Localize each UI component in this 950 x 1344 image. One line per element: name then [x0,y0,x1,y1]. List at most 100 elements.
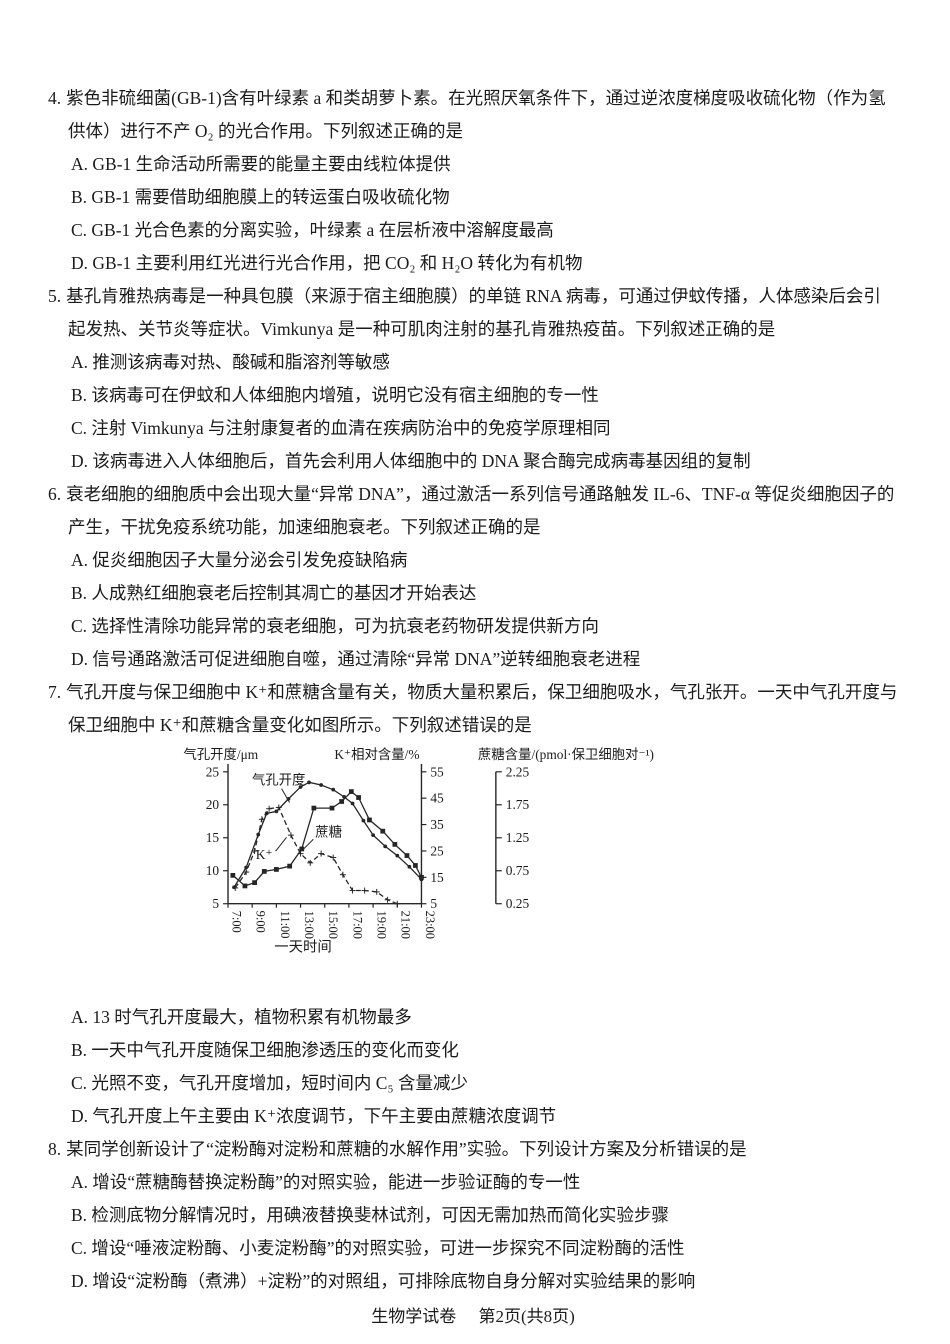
question-5: 5. 基孔肯雅热病毒是一种具包膜（来源于宿主细胞膜）的单链 RNA 病毒，可通过伊… [48,280,898,478]
x-tick-label: 21:00 [399,911,413,939]
axis-label-stomata: 气孔开度/μm [183,747,258,762]
right-tick-label: 5 [430,896,437,911]
axis-label-sucrose: 蔗糖含量/(pmol·保卫细胞对⁻¹) [478,747,654,762]
answer-option: B. 该病毒可在伊蚊和人体细胞内增殖，说明它没有宿主细胞的专一性 [71,385,599,405]
question-6: 6. 衰老细胞的细胞质中会出现大量“异常 DNA”，通过激活一系列信号通路触发 I… [48,478,898,676]
question-list: 4. 紫色非硫细菌(GB-1)含有叶绿素 a 和类胡萝卜素。在光照厌氧条件下，通过… [48,82,898,1298]
answer-option: A. 增设“蔗糖酶替换淀粉酶”的对照实验，能进一步验证酶的专一性 [71,1172,581,1192]
answer-option: B. GB-1 需要借助细胞膜上的转运蛋白吸收硫化物 [71,187,450,207]
marker-dot [319,783,323,787]
marker-square [273,867,279,872]
marker-square [242,883,248,889]
marker-square [311,805,317,811]
marker-dot [383,844,388,849]
sucrose-tick-label: 2.25 [506,764,530,779]
marker-dot [350,801,355,806]
left-tick-label: 5 [212,896,219,911]
question-7: 7. 气孔开度与保卫细胞中 K⁺和蔗糖含量有关，物质大量积累后，保卫细胞吸水，气孔… [48,676,898,1133]
answer-option: A. GB-1 生命活动所需要的能量主要由线粒体提供 [71,154,451,174]
question-number: 6. [48,484,62,504]
x-tick-label: 7:00 [229,911,243,933]
answer-option: C. 选择性清除功能异常的衰老细胞，可为抗衰老药物研发提供新方向 [71,616,599,636]
question-8: 8. 某同学创新设计了“淀粉酶对淀粉和蔗糖的水解作用”实验。下列设计方案及分析错误… [48,1133,898,1298]
question-stem-text: 气孔开度与保卫细胞中 K⁺和蔗糖含量有关，物质大量积累后，保卫细胞吸水，气孔张开… [66,682,898,735]
marker-dot [407,864,412,869]
marker-square [299,846,305,852]
answer-option: A. 13 时气孔开度最大，植物积累有机物最多 [71,1007,412,1027]
marker-square [252,880,257,886]
question-number: 4. [48,88,62,108]
marker-dot [395,853,400,858]
answer-option: B. 人成熟红细胞衰老后控制其凋亡的基因才开始表达 [71,583,477,603]
marker-square [380,828,386,834]
question-stem: 4. 紫色非硫细菌(GB-1)含有叶绿素 a 和类胡萝卜素。在光照厌氧条件下，通过… [48,82,898,148]
series-annotation: 气孔开度 [252,773,306,788]
marker-square [404,853,410,858]
page-footer: 生物学试卷 第2页(共8页) [48,1300,898,1334]
footer-doc-title: 生物学试卷 [371,1307,457,1326]
question-stem-text: 基孔肯雅热病毒是一种具包膜（来源于宿主细胞膜）的单链 RNA 病毒，可通过伊蚊传… [66,286,881,339]
question-stem-text: 衰老细胞的细胞质中会出现大量“异常 DNA”，通过激活一系列信号通路触发 IL-… [66,484,895,537]
sucrose-tick-label: 1.25 [506,830,530,845]
marker-dot [371,833,375,838]
x-tick-label: 15:00 [326,911,340,939]
marker-dot [361,818,366,823]
marker-square [339,799,345,804]
sucrose-tick-label: 0.75 [506,863,530,878]
question-number: 5. [48,286,62,306]
question-4: 4. 紫色非硫细菌(GB-1)含有叶绿素 a 和类胡萝卜素。在光照厌氧条件下，通过… [48,82,898,280]
right-tick-label: 25 [430,843,444,858]
answer-option: D. GB-1 主要利用红光进行光合作用，把 CO₂ 和 H₂O 转化为有机物 [71,253,583,273]
answer-option: D. 增设“淀粉酶（煮沸）+淀粉”的对照组，可排除底物自身分解对实验结果的影响 [71,1271,696,1291]
right-tick-label: 35 [430,817,444,832]
axis-label-k: K⁺相对含量/% [334,747,419,762]
series-annotation: K⁺ [256,847,273,862]
marker-square [348,789,354,794]
question-stem: 7. 气孔开度与保卫细胞中 K⁺和蔗糖含量有关，物质大量积累后，保卫细胞吸水，气孔… [48,676,898,742]
question-stem: 6. 衰老细胞的细胞质中会出现大量“异常 DNA”，通过激活一系列信号通路触发 I… [48,478,898,544]
marker-square [329,805,335,811]
marker-square [392,841,398,847]
right-tick-label: 15 [430,870,444,885]
answer-option: A. 促炎细胞因子大量分泌会引发免疫缺陷病 [71,550,408,570]
marker-square [413,863,418,868]
x-tick-label: 23:00 [423,911,437,939]
question-number: 7. [48,682,62,702]
marker-dot [307,780,311,785]
answer-option: C. GB-1 光合色素的分离实验，叶绿素 a 在层析液中溶解度最高 [71,220,554,240]
annotation-leader [275,836,287,852]
marker-square [356,795,361,800]
annotation-leader [281,788,290,803]
answer-option: D. 该病毒进入人体细胞后，首先会利用人体细胞中的 DNA 聚合酶完成病毒基因组… [71,451,751,471]
answer-option: D. 气孔开度上午主要由 K⁺浓度调节，下午主要由蔗糖浓度调节 [71,1106,557,1126]
x-tick-label: 17:00 [350,911,364,939]
answer-option: B. 检测底物分解情况时，用碘液替换斐林试剂，可因无需加热而简化实验步骤 [71,1205,669,1225]
answer-option: A. 推测该病毒对热、酸碱和脂溶剂等敏感 [71,352,390,372]
answer-option: C. 光照不变，气孔开度增加，短时间内 C₅ 含量减少 [71,1073,468,1093]
question-number: 8. [48,1139,62,1159]
sucrose-tick-label: 1.75 [506,797,530,812]
left-tick-label: 15 [206,830,220,845]
sucrose-tick-label: 0.25 [506,896,530,911]
chart-canvas: 气孔开度/μm K⁺相对含量/% 蔗糖含量/(pmol·保卫细胞对⁻¹) 5 10 15 2… [183,747,654,955]
series-stomata [233,781,422,888]
x-tick-label: 19:00 [375,911,389,939]
x-tick-label: 11:00 [278,911,292,939]
x-tick-label: 13:00 [302,911,316,939]
right-tick-label: 55 [430,764,444,779]
marker-square [261,869,267,874]
left-tick-label: 20 [206,797,220,812]
marker-square [287,863,293,869]
left-tick-label: 25 [206,764,220,779]
question-stem: 5. 基孔肯雅热病毒是一种具包膜（来源于宿主细胞膜）的单链 RNA 病毒，可通过伊… [48,280,898,346]
answer-option: C. 增设“唾液淀粉酶、小麦淀粉酶”的对照实验，可进一步探究不同淀粉酶的活性 [71,1238,685,1258]
question-stem-text: 某同学创新设计了“淀粉酶对淀粉和蔗糖的水解作用”实验。下列设计方案及分析错误的是 [66,1139,747,1159]
marker-square [367,817,372,823]
marker-dot [244,865,249,870]
left-tick-label: 10 [206,863,220,878]
annotation-leader [303,838,314,850]
question-stem-text: 紫色非硫细菌(GB-1)含有叶绿素 a 和类胡萝卜素。在光照厌氧条件下，通过逆浓… [66,88,886,141]
marker-dot [274,809,279,814]
x-tick-label: 9:00 [254,911,268,933]
